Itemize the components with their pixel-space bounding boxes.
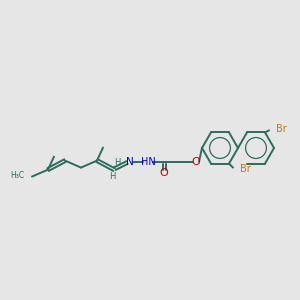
Text: H₃C: H₃C — [10, 171, 24, 180]
Text: N: N — [126, 157, 134, 166]
Text: Br: Br — [240, 164, 251, 174]
Text: Br: Br — [276, 124, 287, 134]
Text: HN: HN — [141, 157, 155, 166]
Text: O: O — [192, 157, 200, 166]
Text: H: H — [109, 172, 115, 181]
Text: O: O — [160, 168, 168, 178]
Text: H: H — [114, 158, 120, 167]
